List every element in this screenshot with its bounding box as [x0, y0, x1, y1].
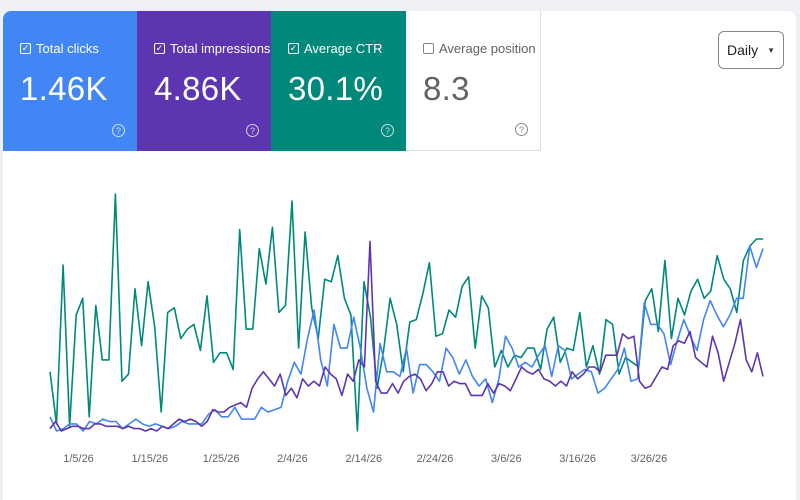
metric-value: 4.86K [154, 70, 242, 107]
metric-average-position[interactable]: Average position 8.3 ? [406, 11, 541, 151]
x-tick-label: 2/14/26 [345, 453, 382, 465]
x-tick-label: 1/5/26 [63, 453, 94, 465]
performance-chart: 1/5/26 1/15/26 1/25/26 2/4/26 2/14/26 2/24/26… [49, 193, 764, 465]
metric-header: ✓ Average CTR [288, 41, 406, 56]
x-tick-label: 3/6/26 [491, 453, 522, 465]
checkbox-checked-icon[interactable]: ✓ [288, 43, 299, 54]
metric-label: Total clicks [36, 41, 99, 56]
performance-card: ✓ Total clicks 1.46K ? ✓ Total impressio… [3, 11, 796, 500]
period-select-value: Daily [726, 42, 759, 58]
metric-label: Average position [439, 41, 536, 56]
metric-value: 1.46K [20, 70, 108, 107]
x-tick-label: 1/25/26 [203, 453, 240, 465]
series-line-average-ctr[interactable] [49, 193, 763, 432]
help-icon[interactable]: ? [112, 124, 125, 137]
x-tick-label: 2/24/26 [417, 453, 454, 465]
x-tick-label: 3/16/26 [559, 453, 596, 465]
metric-total-clicks[interactable]: ✓ Total clicks 1.46K ? [3, 11, 137, 151]
checkbox-checked-icon[interactable]: ✓ [20, 43, 31, 54]
x-tick-label: 1/15/26 [131, 453, 168, 465]
help-icon[interactable]: ? [246, 124, 259, 137]
metric-value: 8.3 [423, 70, 470, 107]
chevron-down-icon: ▼ [767, 45, 776, 55]
metric-total-impressions[interactable]: ✓ Total impressions 4.86K ? [137, 11, 271, 151]
metric-label: Average CTR [304, 41, 383, 56]
period-select[interactable]: Daily ▼ [718, 31, 784, 69]
metric-header: ✓ Total clicks [20, 41, 137, 56]
x-tick-label: 2/4/26 [277, 453, 308, 465]
metric-value: 30.1% [288, 70, 384, 107]
series-line-total-impressions[interactable] [49, 240, 764, 432]
metric-header: ✓ Total impressions [154, 41, 271, 56]
checkbox-unchecked-icon[interactable] [423, 43, 434, 54]
help-icon[interactable]: ? [381, 124, 394, 137]
checkbox-checked-icon[interactable]: ✓ [154, 43, 165, 54]
series-line-total-clicks[interactable] [49, 245, 764, 432]
metric-average-ctr[interactable]: ✓ Average CTR 30.1% ? [271, 11, 406, 151]
x-tick-label: 3/26/26 [631, 453, 668, 465]
metric-header: Average position [423, 41, 540, 56]
help-icon[interactable]: ? [515, 123, 528, 136]
metric-label: Total impressions [170, 41, 271, 56]
